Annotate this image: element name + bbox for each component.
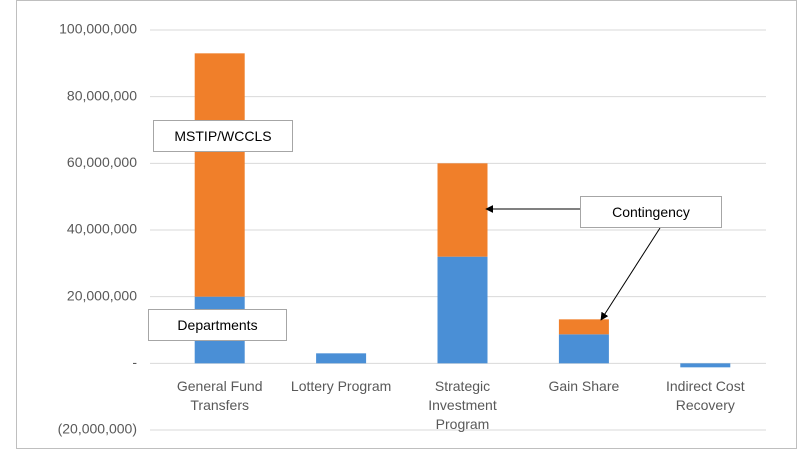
bar-segment [680,363,731,368]
y-tick-label: - [132,354,137,370]
y-tick-label: 80,000,000 [67,87,137,103]
bar-segment [558,334,609,364]
bar-segment [316,353,367,364]
y-tick-label: 40,000,000 [67,221,137,237]
x-tick-label: Indirect Cost Recovery [666,378,745,413]
bar-segment [194,53,245,297]
y-tick-label: 20,000,000 [67,287,137,303]
x-tick-label: Gain Share [548,378,620,394]
x-tick-label: General Fund Transfers [176,378,263,413]
y-tick-label: 100,000,000 [59,21,137,37]
annotation-arrow [600,227,661,321]
bar-segment [437,163,488,257]
x-tick-label: Strategic Investment Program [428,378,497,432]
y-tick-label: 60,000,000 [67,154,137,170]
annotation-label: Departments [148,309,287,341]
y-tick-label: (20,000,000) [58,421,137,437]
bar-segment [437,256,488,364]
x-tick-label: Lottery Program [290,378,392,394]
chart-frame [16,0,797,449]
annotation-label: Contingency [580,196,722,228]
bar-segment [558,319,609,335]
annotation-label: MSTIP/WCCLS [153,120,293,152]
